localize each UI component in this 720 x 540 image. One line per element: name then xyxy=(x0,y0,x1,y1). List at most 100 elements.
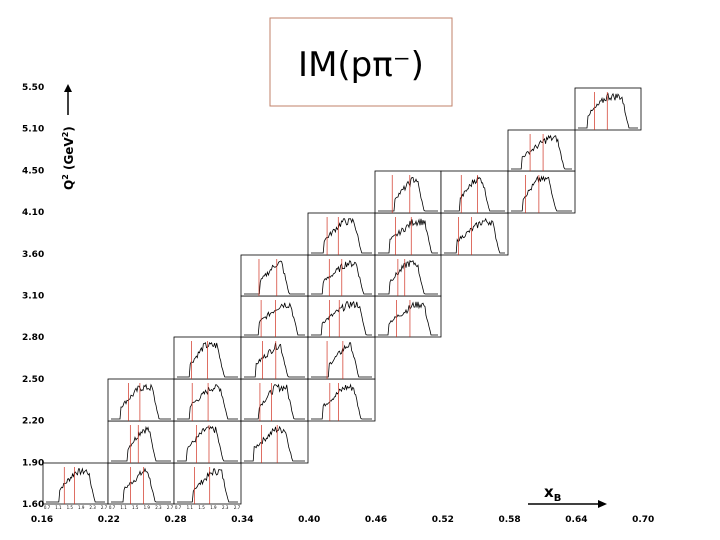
x-tick-label: 0.70 xyxy=(632,515,654,525)
y-axis-unit-close: ) xyxy=(62,126,76,131)
y-axis-title: Q2 (GeV2) xyxy=(61,126,76,190)
panel-tick-label: 2.7 xyxy=(101,505,108,510)
x-tick-label: 0.46 xyxy=(365,515,387,525)
x-tick-label: 0.52 xyxy=(432,515,454,525)
panel-tick-label: 1.1 xyxy=(55,505,62,510)
panel-tick-label: 1.9 xyxy=(144,505,151,510)
y-arrow-head xyxy=(64,84,72,92)
x-tick-label: 0.58 xyxy=(498,515,520,525)
title-box xyxy=(269,17,453,107)
histogram xyxy=(244,260,305,295)
panel-tick-label: 2.3 xyxy=(222,505,229,510)
panel xyxy=(107,462,175,505)
panel-tick-label: 2.7 xyxy=(234,505,241,510)
panel xyxy=(507,129,576,172)
histogram xyxy=(311,342,372,378)
histogram xyxy=(244,425,305,462)
panel-tick-label: 1.1 xyxy=(187,505,194,510)
panel-tick-label: 1.5 xyxy=(198,505,205,510)
panel-tick-label: 1.9 xyxy=(78,505,85,510)
histogram xyxy=(177,468,238,503)
histogram xyxy=(177,425,238,462)
x-tick-label: 0.40 xyxy=(298,515,320,525)
histogram xyxy=(511,175,572,212)
panel xyxy=(307,336,376,380)
panel-tick-label: 1.5 xyxy=(132,505,139,510)
panel-tick-label: 2.3 xyxy=(155,505,162,510)
panel xyxy=(240,295,309,338)
y-tick-label: 2.80 xyxy=(22,333,44,343)
panel xyxy=(107,420,175,464)
y-axis-unit: (GeV xyxy=(62,137,76,175)
panel-tick-label: 0.7 xyxy=(44,505,51,510)
histogram xyxy=(311,383,372,420)
y-tick-label: 4.50 xyxy=(22,166,44,176)
panel-tick-label: 0.7 xyxy=(109,505,116,510)
panel-tick-label: 1.5 xyxy=(67,505,74,510)
panel xyxy=(173,378,242,422)
x-axis-label: x xyxy=(544,483,554,501)
y-tick-label: 1.90 xyxy=(22,458,44,468)
panel xyxy=(42,462,109,505)
y-tick-label: 2.50 xyxy=(22,375,44,385)
y-axis-label-sup: 2 xyxy=(61,174,70,180)
x-tick-label: 0.16 xyxy=(31,515,53,525)
panel-tick-label: 1.1 xyxy=(120,505,127,510)
histogram xyxy=(378,259,438,295)
panel xyxy=(374,212,442,256)
panel xyxy=(307,378,376,422)
x-arrow-head xyxy=(598,500,607,508)
panel xyxy=(307,212,376,256)
histogram xyxy=(511,134,572,170)
histogram xyxy=(378,218,438,254)
y-tick-label: 4.10 xyxy=(22,208,44,218)
panel xyxy=(374,170,442,214)
panel xyxy=(440,212,509,256)
x-tick-label: 0.34 xyxy=(231,515,253,525)
histogram xyxy=(46,467,105,503)
panel-tick-label: 2.7 xyxy=(167,505,174,510)
y-tick-label: 5.50 xyxy=(22,83,44,93)
x-tick-label: 0.64 xyxy=(565,515,587,525)
panel xyxy=(440,170,509,214)
panel xyxy=(173,462,242,505)
y-tick-label: 2.20 xyxy=(22,417,44,427)
histogram xyxy=(244,342,305,378)
title: IM(pπ⁻) xyxy=(298,45,424,85)
histogram xyxy=(311,300,372,336)
y-tick-label: 3.60 xyxy=(22,250,44,260)
panel xyxy=(307,295,376,338)
histogram xyxy=(111,425,171,462)
panel-tick-label: 0.7 xyxy=(175,505,182,510)
x-axis-title: xB xyxy=(544,483,561,504)
histogram xyxy=(111,383,171,420)
x-tick-label: 0.22 xyxy=(98,515,120,525)
histogram xyxy=(244,383,305,420)
histogram xyxy=(578,92,638,129)
histogram xyxy=(444,175,505,212)
y-axis-label: Q xyxy=(62,180,76,190)
histogram xyxy=(177,384,238,420)
histogram xyxy=(111,467,171,503)
histogram xyxy=(444,217,505,254)
histogram xyxy=(311,217,372,254)
panel-grid: 0.7 1.1 1.5 1.9 2.3 2.7 0.7 1.1 1.5 1.9 2.3 2.7 0.7 1… xyxy=(42,87,642,510)
y-tick-label: 3.10 xyxy=(22,292,44,302)
panel xyxy=(107,378,175,422)
y-tick-label: 5.10 xyxy=(22,125,44,135)
histogram xyxy=(378,301,438,336)
panel-tick-label: 1.9 xyxy=(210,505,217,510)
panel xyxy=(240,336,309,380)
x-axis-label-sub: B xyxy=(554,493,562,504)
y-tick-label: 1.60 xyxy=(22,500,44,510)
panel xyxy=(240,254,309,297)
panel xyxy=(240,420,309,464)
panel-tick-label: 2.3 xyxy=(89,505,96,510)
y-axis-unit-sup: 2 xyxy=(61,132,70,138)
histogram xyxy=(378,176,438,212)
panel xyxy=(374,295,442,338)
x-tick-label: 0.28 xyxy=(164,515,186,525)
histogram xyxy=(244,302,305,336)
panel xyxy=(374,254,442,297)
